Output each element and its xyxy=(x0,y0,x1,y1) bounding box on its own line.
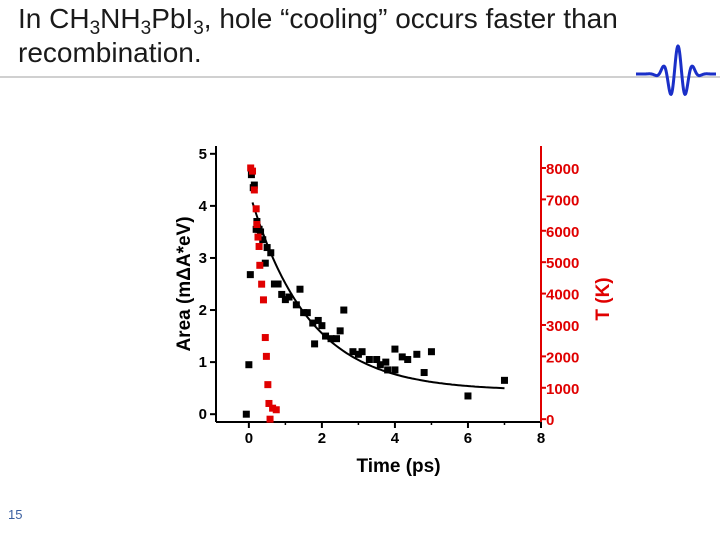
y2-tick-label: 0 xyxy=(546,412,554,429)
data-point-area xyxy=(242,410,250,418)
data-point-temperature xyxy=(256,261,264,269)
data-point-area xyxy=(318,322,326,330)
data-point-area xyxy=(278,290,286,298)
y-tick-label: 3 xyxy=(199,250,207,267)
data-point-temperature xyxy=(272,406,280,414)
data-point-temperature xyxy=(264,381,272,389)
y2-tick-label: 7000 xyxy=(546,192,579,209)
data-point-temperature xyxy=(253,220,261,228)
data-point-area xyxy=(404,356,412,364)
data-point-area xyxy=(245,361,253,369)
data-point-temperature xyxy=(262,352,270,360)
data-point-area xyxy=(358,348,366,356)
data-point-temperature xyxy=(265,399,273,407)
y2-tick-label: 4000 xyxy=(546,287,579,304)
x-tick-label: 0 xyxy=(245,430,253,447)
x-axis-label: Time (ps) xyxy=(356,456,440,477)
data-point-area xyxy=(303,309,311,317)
data-point-area xyxy=(281,296,289,304)
data-point-area xyxy=(285,293,293,301)
data-point-temperature xyxy=(252,205,260,213)
data-point-area xyxy=(261,259,269,267)
data-point-temperature xyxy=(254,233,262,241)
data-point-area xyxy=(247,171,255,179)
data-point-area xyxy=(420,369,428,377)
y2-tick-label: 5000 xyxy=(546,255,579,272)
data-point-area xyxy=(327,335,335,343)
data-point-area xyxy=(270,280,278,288)
data-point-temperature xyxy=(258,280,266,288)
data-point-temperature xyxy=(255,242,263,250)
data-point-temperature xyxy=(261,334,269,342)
data-point-temperature xyxy=(259,296,267,304)
y2-tick-label: 3000 xyxy=(546,318,579,335)
data-point-area xyxy=(391,345,399,353)
wave-packet-icon xyxy=(636,44,716,96)
data-point-area xyxy=(292,301,300,309)
data-point-area xyxy=(500,376,508,384)
data-point-area xyxy=(333,335,341,343)
y-tick-label: 4 xyxy=(199,198,208,215)
data-point-temperature xyxy=(269,404,277,412)
data-point-area xyxy=(365,356,373,364)
data-point-area xyxy=(398,353,406,361)
page-number: 15 xyxy=(8,507,23,522)
data-point-temperature xyxy=(250,186,258,194)
data-point-area xyxy=(263,244,271,252)
data-point-area xyxy=(464,392,472,400)
y-tick-label: 1 xyxy=(199,354,207,371)
data-point-area xyxy=(274,280,282,288)
y2-tick-label: 6000 xyxy=(546,224,579,241)
slide-title: In CH3NH3PbI3, hole “cooling” occurs fas… xyxy=(18,3,618,68)
data-point-area xyxy=(314,316,322,324)
data-point-area xyxy=(259,236,267,244)
data-point-area xyxy=(322,332,330,340)
x-tick-label: 6 xyxy=(464,430,472,447)
data-point-area xyxy=(246,271,254,279)
y2-tick-label: 2000 xyxy=(546,349,579,366)
y-tick-label: 0 xyxy=(199,406,207,423)
data-point-area xyxy=(384,366,392,374)
data-point-area xyxy=(413,350,421,358)
data-point-area xyxy=(336,327,344,335)
data-point-area xyxy=(311,340,319,348)
y-tick-label: 5 xyxy=(199,146,207,163)
data-point-area xyxy=(427,348,435,356)
x-tick-label: 8 xyxy=(537,430,545,447)
data-point-area xyxy=(267,249,275,257)
data-point-temperature xyxy=(266,415,274,423)
data-point-area xyxy=(349,348,357,356)
fit-curve xyxy=(251,202,505,390)
data-point-area xyxy=(382,358,390,366)
data-point-area xyxy=(309,319,317,327)
data-point-area xyxy=(250,181,258,189)
y2-tick-label: 8000 xyxy=(546,161,579,178)
y-axis-label: Area (mΔA*eV) xyxy=(174,216,195,351)
data-point-area xyxy=(391,366,399,374)
data-point-area xyxy=(354,350,362,358)
data-point-area xyxy=(373,356,381,364)
y2-axis-label: T (K) xyxy=(593,277,614,320)
data-point-area xyxy=(340,306,348,314)
title-divider xyxy=(0,76,720,78)
x-tick-label: 2 xyxy=(318,430,326,447)
y2-tick-label: 1000 xyxy=(546,381,579,398)
x-tick-label: 4 xyxy=(391,430,400,447)
data-point-area xyxy=(296,285,304,293)
data-point-temperature xyxy=(249,167,257,175)
data-point-area xyxy=(376,361,384,369)
y-tick-label: 2 xyxy=(199,302,207,319)
data-point-area xyxy=(300,309,308,317)
data-point-area xyxy=(257,228,265,236)
